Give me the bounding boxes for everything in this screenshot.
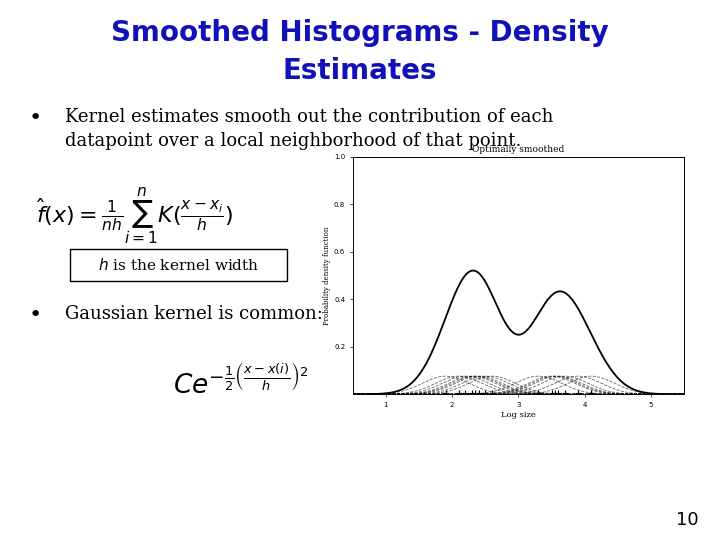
Text: $\hat{f}(x) = \frac{1}{nh}\sum_{i=1}^{n}K(\frac{x-x_i}{h})$: $\hat{f}(x) = \frac{1}{nh}\sum_{i=1}^{n}… bbox=[36, 186, 233, 247]
Text: Gaussian kernel is common:: Gaussian kernel is common: bbox=[65, 305, 323, 323]
Text: •: • bbox=[29, 305, 42, 325]
Title: Optimally smoothed: Optimally smoothed bbox=[472, 145, 564, 154]
FancyBboxPatch shape bbox=[70, 249, 287, 281]
Y-axis label: Probability density function: Probability density function bbox=[323, 226, 331, 325]
Text: •: • bbox=[29, 108, 42, 128]
Text: 10: 10 bbox=[676, 511, 698, 529]
X-axis label: Log size: Log size bbox=[501, 410, 536, 418]
Text: $Ce^{-\frac{1}{2}\left(\frac{x-x(i)}{h}\right)^2}$: $Ce^{-\frac{1}{2}\left(\frac{x-x(i)}{h}\… bbox=[173, 364, 309, 400]
Text: Kernel estimates smooth out the contribution of each: Kernel estimates smooth out the contribu… bbox=[65, 108, 553, 126]
Text: Smoothed Histograms - Density: Smoothed Histograms - Density bbox=[111, 19, 609, 47]
Text: $h$ is the kernel width: $h$ is the kernel width bbox=[97, 257, 259, 273]
Text: Estimates: Estimates bbox=[283, 57, 437, 85]
Text: datapoint over a local neighborhood of that point.: datapoint over a local neighborhood of t… bbox=[65, 132, 521, 150]
